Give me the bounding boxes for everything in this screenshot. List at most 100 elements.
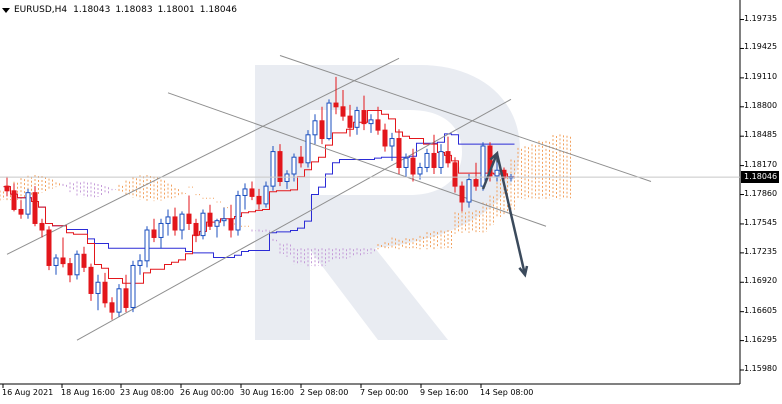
ascending-channel-lower (76, 98, 512, 341)
ascending-channel-upper (6, 57, 400, 255)
candle-body (480, 145, 486, 187)
candle-body (375, 119, 381, 131)
time-tick-label: 14 Sep 08:00 (480, 388, 534, 397)
candle-body (473, 179, 479, 187)
candle-body (417, 166, 423, 175)
kijun-line (3, 133, 515, 259)
collapse-triangle-icon[interactable] (2, 7, 10, 13)
forecast-arrowhead-down (518, 265, 529, 278)
candle-body (326, 102, 332, 140)
candle-body (200, 212, 206, 237)
time-axis-ticks (2, 384, 482, 388)
candle-body (18, 208, 24, 215)
time-tick-label: 7 Sep 00:00 (360, 388, 409, 397)
candle-body (116, 288, 122, 313)
time-tick-label: 18 Aug 16:00 (61, 388, 115, 397)
candle-body (4, 185, 10, 192)
forecast-arrow-up-leg (481, 153, 499, 190)
candle-body (270, 151, 276, 187)
candle-body (354, 110, 360, 128)
open-price: 1.18043 (73, 5, 111, 15)
candle-body (137, 260, 143, 266)
candle-body (445, 151, 451, 164)
descending-channel-upper (279, 54, 652, 182)
candle-body (347, 115, 353, 128)
candle-body (431, 152, 437, 168)
candle-body (256, 195, 262, 205)
candle-body (74, 253, 80, 276)
price-tick-label: 1.19735 (744, 13, 778, 23)
price-tick-label: 1.19425 (744, 42, 778, 52)
candle-body (88, 266, 94, 294)
candle-body (410, 157, 416, 175)
candle-body (39, 222, 45, 231)
candle-body (193, 222, 199, 237)
price-axis-ticks (740, 19, 744, 371)
price-tick-label: 1.19110 (744, 71, 778, 81)
trend-channels (6, 54, 652, 341)
candle-body (235, 194, 241, 231)
candle-body (403, 157, 409, 168)
high-price: 1.18083 (115, 5, 153, 15)
candle-body (144, 229, 150, 262)
close-price: 1.18046 (199, 5, 237, 15)
candle-body (109, 302, 115, 313)
candle-body (81, 253, 87, 268)
candle-body (158, 222, 164, 238)
price-tick-label: 1.15980 (744, 364, 778, 373)
time-tick-label: 16 Aug 2021 (2, 388, 54, 397)
candle-body (207, 212, 213, 227)
candle-body (298, 156, 304, 164)
ichimoku-cloud (0, 134, 571, 267)
forecast-arrowhead-up (489, 150, 499, 163)
price-tick-label: 1.18485 (744, 130, 778, 140)
time-tick-label: 26 Aug 00:00 (180, 388, 234, 397)
candle-body (361, 110, 367, 125)
candle-body (172, 216, 178, 231)
candle-body (333, 102, 339, 108)
candle-body (53, 257, 59, 266)
current-price-label: 1.18046 (741, 171, 779, 184)
time-tick-label: 23 Aug 08:00 (120, 388, 174, 397)
candle-body (179, 213, 185, 231)
candle-body (284, 173, 290, 182)
price-tick-label: 1.16295 (744, 334, 778, 344)
ichimoku-lines (3, 110, 515, 284)
candle-body (95, 281, 101, 294)
candle-body (340, 106, 346, 117)
candle-body (214, 220, 220, 227)
descending-channel-lower (167, 92, 547, 227)
candle-body (459, 185, 465, 203)
price-tick-label: 1.17545 (744, 217, 778, 227)
candle-body (466, 179, 472, 203)
candle-body (221, 218, 227, 222)
candle-body (228, 218, 234, 231)
watermark-logo (255, 65, 520, 340)
candle-body (396, 138, 402, 168)
candle-body (368, 119, 374, 125)
candle-body (102, 281, 108, 304)
price-tick-label: 1.18170 (744, 159, 778, 169)
candle-body (46, 229, 52, 266)
candle-body (305, 134, 311, 164)
candle-body (186, 213, 192, 224)
candle-body (452, 162, 458, 187)
candle-body (382, 129, 388, 147)
candle-body (312, 120, 318, 136)
candle-body (249, 188, 255, 197)
candle-body (242, 188, 248, 196)
low-price: 1.18001 (157, 5, 195, 15)
candle-body (32, 192, 38, 224)
time-tick-label: 2 Sep 08:00 (300, 388, 349, 397)
candle-body (25, 192, 31, 215)
price-tick-label: 1.17235 (744, 246, 778, 256)
candle-body (130, 264, 136, 308)
time-tick-label: 30 Aug 16:00 (240, 388, 294, 397)
candle-body (263, 185, 269, 205)
price-tick-label: 1.16920 (744, 276, 778, 286)
candle-body (165, 216, 171, 224)
candle-body (11, 190, 17, 210)
candle-body (60, 257, 66, 265)
